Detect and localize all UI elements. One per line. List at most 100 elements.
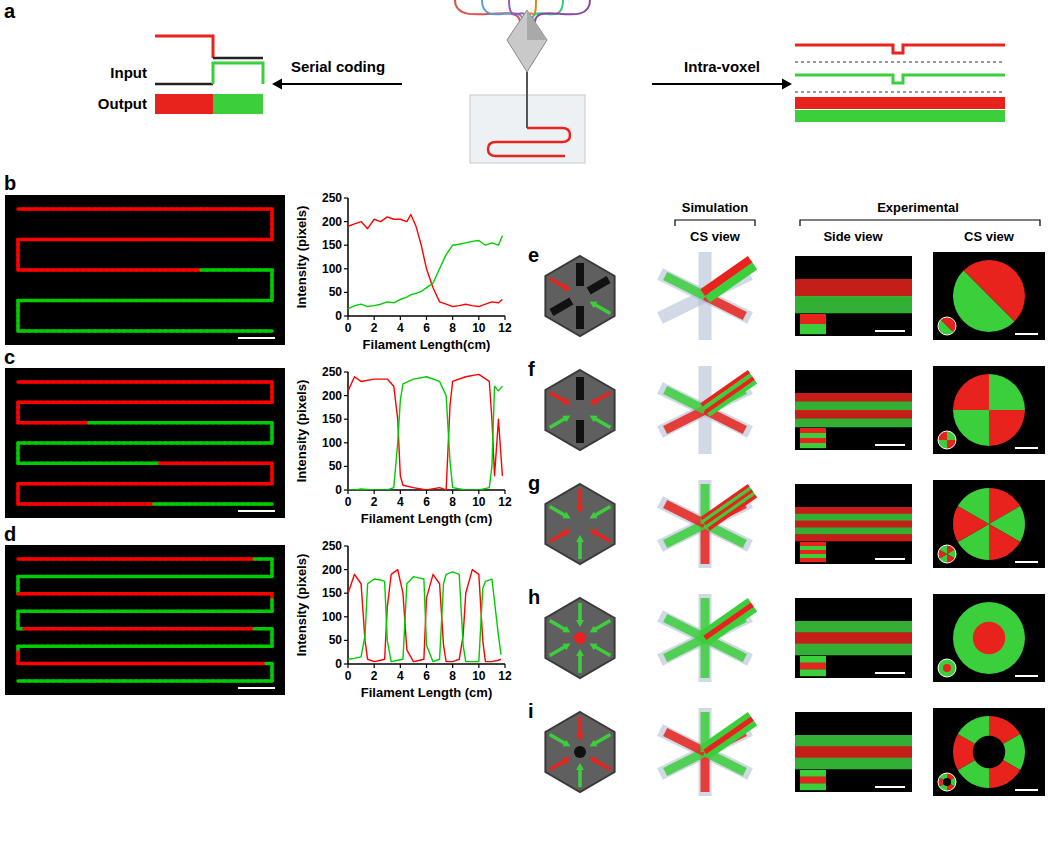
sim-outlet <box>705 605 753 638</box>
x-tick-label: 12 <box>498 321 512 335</box>
line-chart: 050100150200250024681012Filament Length … <box>294 365 512 526</box>
arrow <box>594 507 610 516</box>
panel-label: e <box>528 244 539 266</box>
panel-label: a <box>4 0 16 22</box>
y-tick <box>344 569 348 570</box>
y-tick-label: 0 <box>335 483 342 497</box>
y-tick <box>344 245 348 246</box>
side-view-band <box>795 521 912 528</box>
nozzle-core <box>574 632 586 644</box>
x-tick <box>478 316 479 320</box>
side-view-band <box>795 410 912 419</box>
printer-tube <box>535 0 590 22</box>
data-line <box>348 572 501 662</box>
arrow <box>550 621 566 630</box>
scale-bar <box>875 444 905 446</box>
y-tick-label: 200 <box>322 563 342 577</box>
line-chart: 050100150200250024681012Filament Length … <box>294 539 512 700</box>
side-view-inset <box>800 554 826 558</box>
side-view-band <box>795 514 912 521</box>
arrow <box>550 418 566 427</box>
scale-bar <box>1015 675 1038 677</box>
scale-bar <box>238 510 275 512</box>
x-axis-title: Filament Length (cm) <box>361 685 492 700</box>
arrow-head <box>576 734 584 741</box>
sim-outlet <box>709 496 757 529</box>
arrow <box>280 83 402 85</box>
sim-inlet <box>665 638 705 658</box>
x-tick <box>452 490 453 494</box>
input-wave-low <box>213 57 263 60</box>
cs-view-photo <box>933 480 1045 568</box>
side-view-band <box>795 621 912 633</box>
panel-label: d <box>4 523 16 545</box>
arrow-head <box>590 512 598 519</box>
arrow-head <box>590 626 598 633</box>
x-tick <box>426 316 427 320</box>
y-tick-label: 150 <box>322 586 342 600</box>
x-tick-label: 6 <box>423 321 430 335</box>
cross-section <box>953 602 1025 674</box>
side-view-inset <box>800 438 826 443</box>
side-view-band <box>795 419 912 428</box>
data-line <box>348 215 502 307</box>
nozzle-wall <box>576 306 584 329</box>
panel-e-i-headers: SimulationCS viewExperimentalSide viewCS… <box>675 200 1040 244</box>
input-wave-green <box>213 63 263 84</box>
x-tick <box>400 664 401 668</box>
x-tick <box>374 316 375 320</box>
y-axis <box>347 546 349 664</box>
y-tick-label: 250 <box>322 539 342 553</box>
y-axis-title: Intensity (pixels) <box>294 380 309 483</box>
scale-bar <box>1015 561 1038 563</box>
label: Experimental <box>877 200 959 215</box>
scale-bar <box>1015 333 1038 335</box>
x-tick <box>347 490 348 494</box>
arrow-head <box>782 79 792 90</box>
cs-icon-outline <box>938 773 956 791</box>
side-view-band <box>795 735 912 747</box>
panel-label: c <box>4 346 15 368</box>
label: Side view <box>823 229 883 244</box>
side-view-inset <box>800 443 826 448</box>
printhead <box>507 10 547 72</box>
cross-section-core <box>943 664 951 672</box>
filament-photo <box>5 368 285 518</box>
side-view-band <box>795 296 912 313</box>
side-view-photo <box>795 370 912 450</box>
input-wave-low <box>155 83 213 86</box>
label: CS view <box>964 229 1015 244</box>
nozzle-wall <box>551 301 571 313</box>
data-line <box>348 374 502 490</box>
scale-bar <box>875 672 905 674</box>
y-tick <box>344 395 348 396</box>
intra-wave-green <box>795 75 1005 83</box>
sim-inlet <box>665 752 705 772</box>
background <box>0 0 1050 853</box>
y-tick <box>344 466 348 467</box>
cross-section-sector <box>989 374 1025 410</box>
cross-section-sector <box>953 374 989 410</box>
cs-icon-outline <box>938 545 956 563</box>
arrow <box>550 279 566 288</box>
side-view-inset <box>800 558 826 562</box>
sim-outlet <box>707 266 755 299</box>
plot-area <box>348 570 501 662</box>
cs-view-photo <box>933 708 1045 796</box>
sim-inlet <box>665 504 705 524</box>
arrow-head <box>590 302 598 309</box>
filament-photo <box>5 545 285 695</box>
x-tick-label: 8 <box>449 321 456 335</box>
arrow-head <box>563 758 571 765</box>
x-tick-label: 2 <box>371 321 378 335</box>
y-tick <box>344 640 348 641</box>
side-view-band <box>795 507 912 514</box>
filament-segment <box>18 679 24 683</box>
sim-inlet <box>665 732 705 752</box>
output-green <box>213 94 263 114</box>
sim-outlet <box>705 719 753 752</box>
y-tick <box>344 268 348 269</box>
y-tick <box>344 593 348 594</box>
cross-section <box>938 659 956 677</box>
side-view-inset <box>800 663 826 670</box>
